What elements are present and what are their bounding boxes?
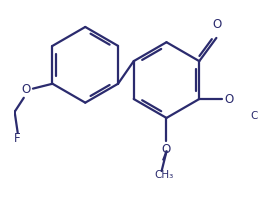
Text: O: O — [224, 93, 233, 106]
Text: CH₃: CH₃ — [155, 170, 174, 180]
Text: O: O — [22, 83, 31, 96]
Text: CH₃: CH₃ — [250, 111, 258, 121]
Text: O: O — [162, 143, 171, 156]
Text: F: F — [14, 132, 21, 145]
Text: O: O — [212, 18, 222, 31]
